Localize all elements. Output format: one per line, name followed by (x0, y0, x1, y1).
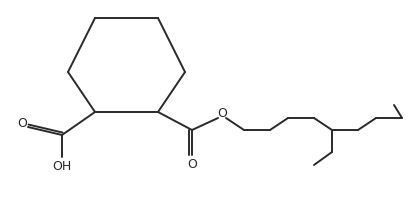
Text: O: O (17, 116, 27, 129)
Text: OH: OH (52, 160, 72, 174)
Text: O: O (216, 107, 227, 119)
Text: O: O (187, 159, 196, 171)
